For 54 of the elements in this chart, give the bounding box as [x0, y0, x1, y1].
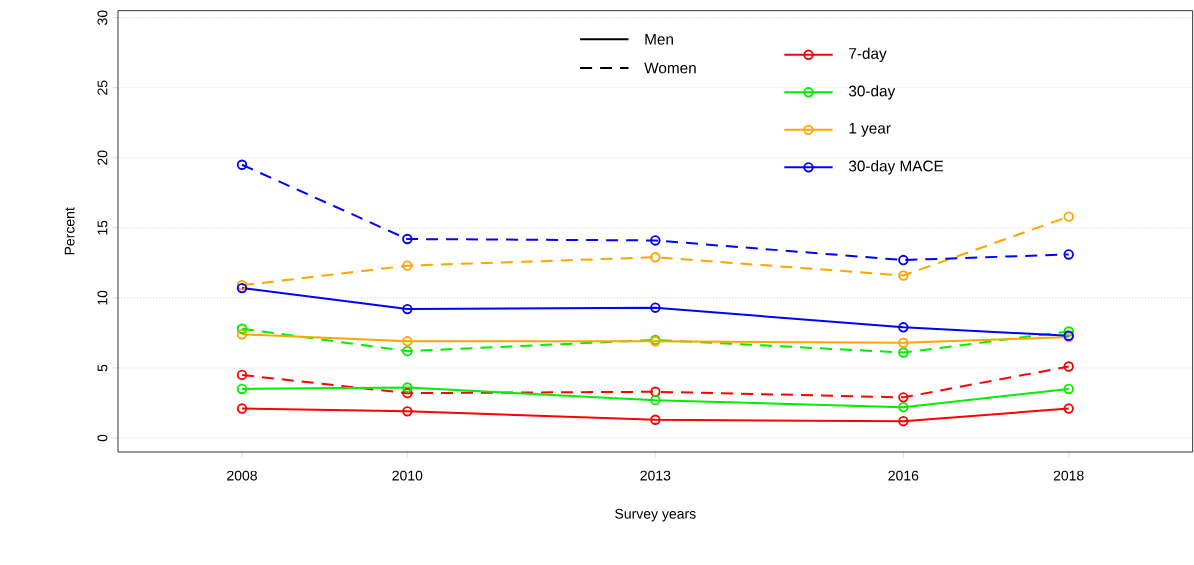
point	[898, 254, 909, 266]
point	[650, 252, 661, 263]
point	[1063, 361, 1074, 372]
point	[402, 345, 413, 357]
point	[402, 406, 413, 417]
point	[898, 415, 909, 427]
x-tick-label: 2010	[392, 470, 423, 481]
point	[236, 383, 248, 395]
y-tick-label: 0	[97, 434, 108, 442]
point	[898, 322, 909, 333]
x-tick-label: 2018	[1053, 470, 1084, 481]
point	[650, 394, 661, 406]
legend-label: Men	[645, 34, 673, 45]
point	[898, 392, 909, 403]
point	[650, 302, 661, 313]
point	[236, 369, 248, 381]
point	[1063, 403, 1074, 414]
y-axis-title: Percent	[64, 207, 75, 255]
x-tick-label: 2016	[888, 470, 919, 481]
y-tick-label: 5	[97, 364, 108, 372]
point	[402, 336, 413, 347]
point	[1063, 326, 1074, 337]
legend-label: 7-day	[849, 47, 887, 62]
legend-label: Women	[644, 62, 696, 74]
y-tick-label: 15	[97, 220, 108, 235]
point	[236, 159, 248, 170]
point	[898, 270, 909, 281]
point	[650, 386, 661, 397]
legend-label: 30-day MACE	[848, 160, 944, 175]
point	[1063, 249, 1074, 260]
point	[402, 382, 413, 393]
point	[1063, 211, 1074, 222]
legend-label: 30-day	[848, 85, 896, 100]
x-tick-label: 2013	[640, 470, 671, 481]
point	[650, 235, 661, 246]
x-tick-label: 2008	[227, 470, 257, 481]
point	[236, 329, 248, 340]
point	[236, 323, 248, 334]
y-tick-label: 30	[97, 10, 108, 25]
point	[236, 403, 248, 414]
y-tick-label: 20	[97, 150, 108, 165]
y-tick-label: 10	[97, 290, 108, 305]
point	[898, 347, 909, 358]
x-axis-title: Survey years	[615, 508, 696, 522]
y-tick-label: 25	[97, 80, 108, 95]
point	[1063, 383, 1074, 395]
point	[402, 303, 413, 315]
point	[898, 337, 909, 348]
point	[402, 387, 413, 399]
legend-label: 1 year	[849, 122, 891, 137]
point	[402, 233, 413, 245]
point	[650, 414, 661, 425]
point	[402, 260, 413, 271]
point	[898, 401, 909, 413]
